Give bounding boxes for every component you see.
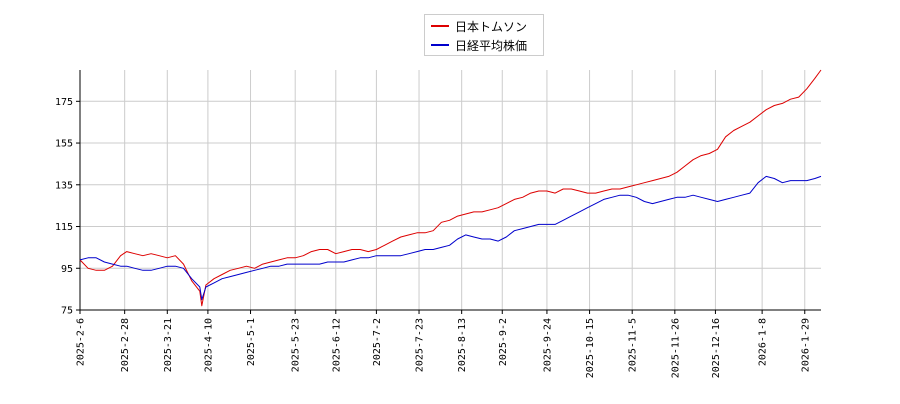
x-tick-label: 2025-2-28 [120, 318, 131, 372]
y-tick-label: 175 [55, 97, 73, 108]
x-tick-label: 2025-9-24 [542, 318, 553, 372]
series-line-1 [79, 175, 822, 301]
x-tick-label: 2025-4-10 [203, 318, 214, 372]
grid-layer [79, 70, 821, 311]
y-tick-label: 115 [55, 222, 73, 233]
x-tick-label: 2025-11-26 [670, 318, 681, 378]
legend-swatch-1 [431, 44, 449, 46]
legend-entry-0: 日本トムソン [431, 18, 527, 34]
y-tick-label: 155 [55, 139, 73, 150]
x-tick-label: 2026-1-29 [800, 318, 811, 372]
series-layer [79, 69, 822, 307]
x-tick-label: 2025-3-21 [163, 318, 174, 372]
chart-legend: 日本トムソン 日経平均株価 [424, 14, 544, 56]
axis-layer: 75 95 115 135 155 175 2025-2-6 2025-2-28 2025-3-… [55, 70, 821, 378]
x-tick-label: 2025-11-5 [628, 318, 639, 372]
x-tick-label: 2025-6-12 [331, 318, 342, 372]
x-tick-label: 2025-8-13 [457, 318, 468, 372]
legend-label-0: 日本トムソン [455, 19, 528, 34]
x-tick-label: 2025-5-1 [246, 318, 257, 366]
x-tick-label: 2025-7-2 [372, 318, 383, 366]
legend-swatch-0 [431, 25, 449, 27]
series-line-0 [79, 69, 822, 307]
legend-label-1: 日経平均株価 [455, 38, 528, 53]
x-tick-label: 2026-1-8 [758, 318, 769, 366]
x-tick-label: 2025-2-6 [76, 318, 87, 366]
y-tick-label: 135 [55, 180, 73, 191]
y-tick-label: 95 [61, 264, 73, 275]
x-tick-label: 2025-7-23 [415, 318, 426, 372]
x-tick-label: 2025-12-16 [711, 318, 722, 378]
y-tick-label: 75 [61, 306, 73, 317]
legend-entry-1: 日経平均株価 [431, 37, 527, 53]
x-tick-label: 2025-10-15 [585, 318, 596, 378]
x-tick-label: 2025-5-23 [291, 318, 302, 372]
x-tick-label: 2025-9-2 [498, 318, 509, 366]
